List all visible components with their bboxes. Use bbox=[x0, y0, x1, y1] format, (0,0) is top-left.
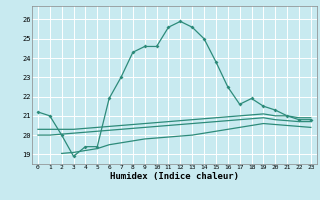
X-axis label: Humidex (Indice chaleur): Humidex (Indice chaleur) bbox=[110, 172, 239, 181]
